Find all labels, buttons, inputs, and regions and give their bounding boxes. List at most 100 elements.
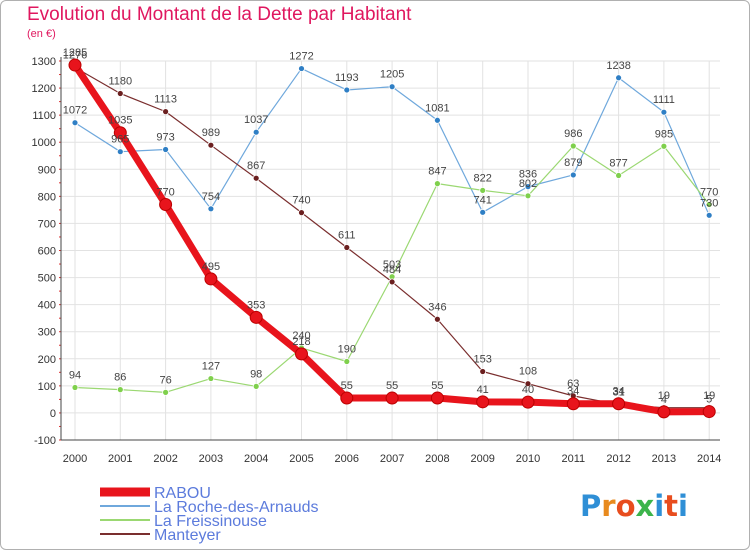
y-tick-label: 500 [38, 273, 56, 285]
data-label: 730 [700, 197, 718, 209]
data-point [524, 192, 532, 200]
data-label: 31 [612, 387, 624, 399]
data-point [340, 391, 354, 405]
data-point [298, 65, 305, 72]
data-point [705, 211, 713, 219]
data-label: 1205 [380, 69, 404, 81]
data-label: 1081 [425, 102, 449, 114]
x-tick-label: 2010 [516, 453, 540, 465]
data-point [612, 397, 626, 411]
axes: -100 0 100 200 300 400 500 600 700 800 900 1000 1100… [32, 56, 722, 465]
y-tick-label: 300 [38, 327, 56, 339]
data-point [569, 171, 577, 179]
data-label: 1037 [244, 114, 268, 126]
data-label: 770 [700, 186, 718, 198]
data-label: 495 [202, 261, 220, 273]
data-label: 836 [519, 169, 537, 181]
x-tick-label: 2007 [380, 453, 404, 465]
x-tick-label: 2000 [63, 453, 87, 465]
data-label: 19 [658, 390, 670, 402]
data-label: 1276 [63, 49, 87, 61]
data-label: 76 [159, 374, 171, 386]
data-label: 1272 [289, 51, 313, 63]
data-point [343, 86, 351, 94]
y-tick-label: 0 [50, 408, 56, 420]
data-point [615, 172, 622, 179]
series-rabou [68, 58, 716, 419]
brand-logo: Proxiti [579, 489, 688, 523]
y-tick-label: 600 [38, 246, 56, 258]
data-point [252, 174, 260, 182]
data-point [476, 395, 490, 409]
data-point [207, 141, 215, 149]
data-label: 55 [431, 380, 443, 392]
data-point [433, 180, 441, 188]
legend-label: La Freissinouse [154, 513, 267, 530]
data-label: 34 [612, 386, 624, 398]
data-point [116, 148, 124, 156]
data-label: 40 [522, 384, 534, 396]
x-tick-label: 2009 [470, 453, 494, 465]
data-label: 86 [114, 372, 126, 384]
y-axis-unit: (en €) [27, 28, 56, 40]
data-point [388, 278, 396, 286]
data-label: 1113 [154, 94, 177, 106]
data-label: 822 [474, 172, 492, 184]
data-label: 153 [474, 354, 492, 366]
data-label: 346 [428, 301, 446, 313]
y-tick-label: 100 [38, 381, 56, 393]
data-label: 1285 [63, 47, 87, 59]
data-label: 503 [383, 259, 401, 271]
y-tick-label: 1100 [32, 110, 56, 122]
data-point [298, 209, 305, 217]
data-label: 55 [341, 380, 353, 392]
data-label: 802 [519, 178, 537, 190]
data-point [524, 380, 532, 388]
data-label: 240 [292, 330, 310, 342]
data-point [295, 347, 308, 361]
data-point [249, 310, 263, 324]
x-tick-label: 2002 [153, 453, 177, 465]
y-tick-label: 800 [38, 191, 56, 203]
data-label: 877 [609, 158, 627, 170]
data-label: 94 [69, 369, 81, 381]
data-labels: 1285 1035 770 495 353 218 55 55 55 41 40 34 34 4 5 1072… [63, 47, 719, 406]
data-label: 353 [247, 299, 265, 311]
data-point [71, 384, 79, 391]
legend-label: La Roche-des-Arnauds [154, 499, 319, 516]
data-label: 965 [111, 134, 129, 146]
data-label: 879 [564, 157, 582, 169]
data-point [162, 108, 170, 116]
data-point [705, 201, 713, 208]
data-point [388, 83, 396, 91]
data-point [162, 388, 170, 396]
y-tick-label: 200 [38, 354, 56, 366]
data-point [204, 272, 218, 286]
data-point [343, 244, 351, 251]
y-tick-label: 400 [38, 300, 56, 312]
data-point [521, 395, 535, 409]
data-label: 1180 [108, 75, 132, 87]
data-point [385, 391, 399, 405]
chart-title: Evolution du Montant de la Dette par Hab… [27, 4, 412, 25]
data-point [252, 382, 260, 390]
data-point [615, 74, 622, 82]
data-point [113, 126, 127, 140]
data-point [159, 197, 173, 211]
data-point [479, 368, 487, 375]
y-tick-label: 700 [38, 218, 56, 230]
data-label: 34 [567, 386, 579, 398]
data-label: 1035 [108, 115, 132, 127]
data-label: 985 [655, 128, 673, 140]
data-label: 5 [706, 394, 712, 406]
data-label: 973 [156, 132, 174, 144]
data-label: 754 [202, 191, 220, 203]
x-tick-label: 2011 [561, 453, 585, 465]
x-tick-label: 2005 [289, 453, 313, 465]
y-tick-label: 1300 [32, 56, 56, 68]
data-point [569, 142, 577, 150]
data-label: 986 [564, 128, 582, 140]
data-label: 218 [292, 336, 310, 348]
